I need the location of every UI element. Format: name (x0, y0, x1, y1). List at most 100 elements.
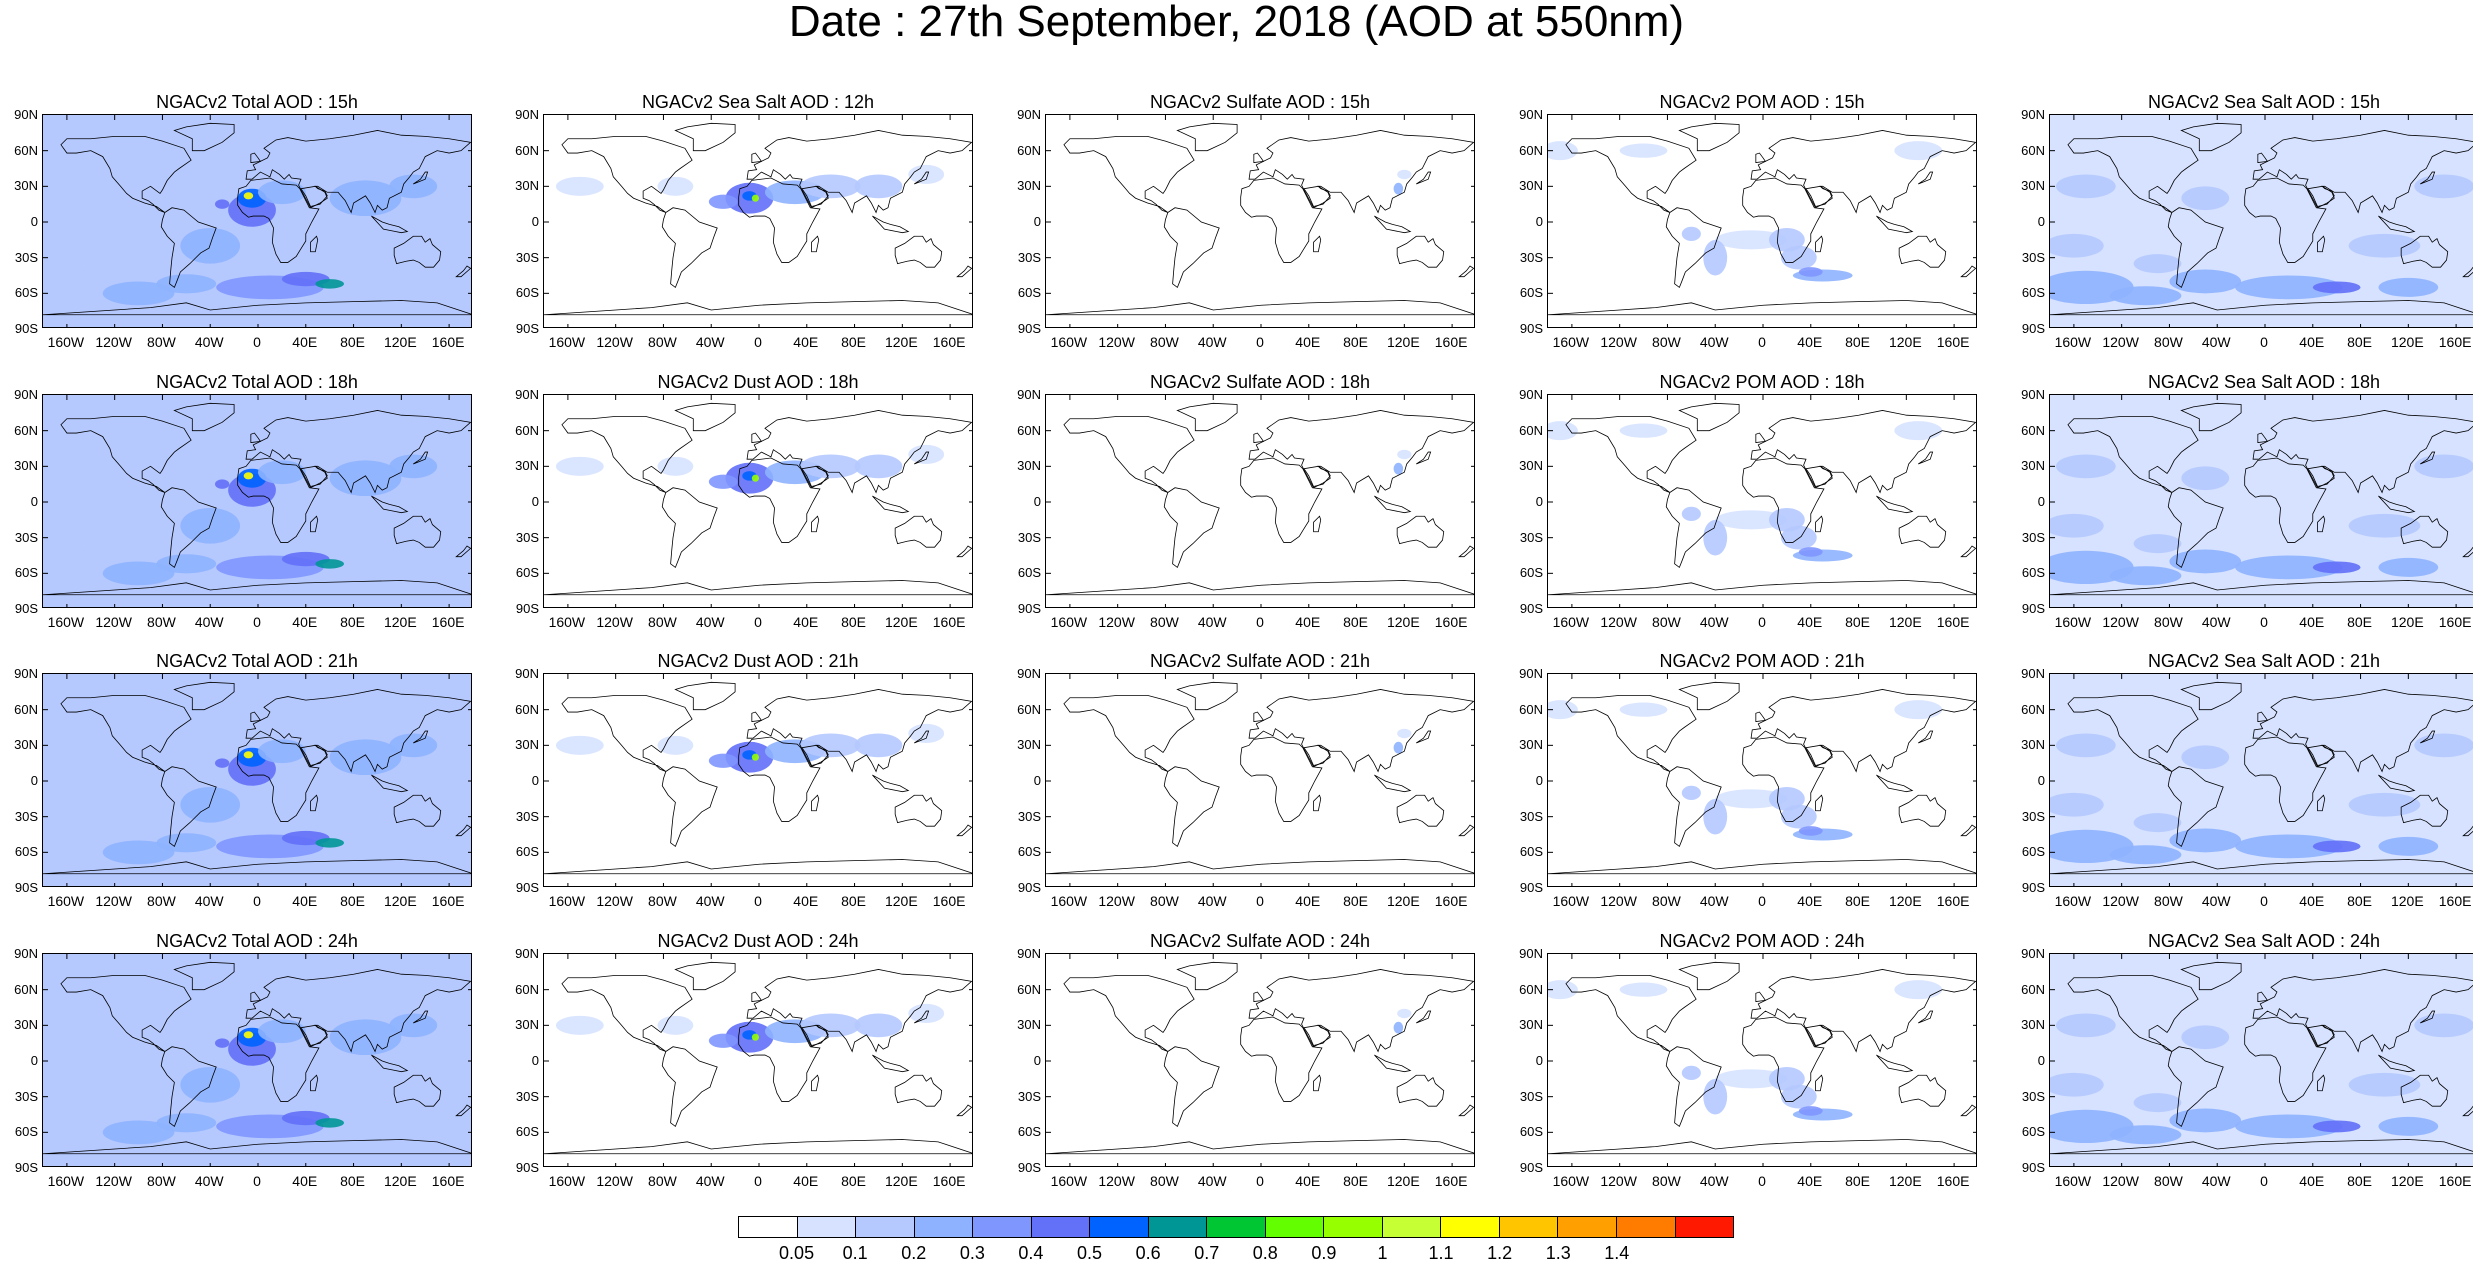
coastline-greenland (674, 122, 736, 152)
lon-label: 40W (194, 893, 224, 909)
lat-label: 90S (14, 321, 38, 336)
lat-label: 30N (14, 1017, 38, 1033)
coastline-japan (413, 1010, 429, 1024)
aod-plume (1798, 267, 1823, 277)
coastline-madagascar (1313, 794, 1322, 812)
coastline-north-america (561, 415, 693, 493)
aod-plume (1715, 230, 1787, 250)
panel-title: NGACv2 Sea Salt AOD : 12h (641, 92, 875, 112)
lon-label: 120E (1386, 334, 1420, 350)
panel-title: NGACv2 Sulfate AOD : 24h (1149, 931, 1371, 951)
coastline-africa (2244, 177, 2327, 263)
coastline-japan (914, 451, 930, 465)
coastline-greenland (1176, 402, 1238, 432)
coastline-greenland (2180, 122, 2242, 152)
colorbar-swatch (797, 1217, 857, 1237)
lon-label: 160W (2054, 893, 2092, 909)
lat-label: 60N (1519, 422, 1543, 438)
map-svg (2050, 395, 2473, 607)
lon-label: 80W (147, 334, 176, 350)
coastline-antarctica (43, 859, 471, 875)
map-panel: NGACv2 Dust AOD : 24h 90N 60N 30N 0 30S 60S 90S… (513, 931, 1013, 1193)
aod-plume (2133, 534, 2182, 554)
aod-background-field (1046, 674, 1474, 886)
aod-plume (2181, 745, 2230, 770)
colorbar-label: 0.4 (1018, 1243, 1044, 1263)
coastline-eurasia (2252, 689, 2473, 773)
lat-label: 60S (1519, 565, 1543, 581)
aod-plume (2050, 513, 2104, 538)
lon-label: 120W (596, 1173, 633, 1189)
lon-label: 160E (2438, 334, 2472, 350)
coastline-japan (914, 171, 930, 185)
lon-label: 120W (2102, 893, 2139, 909)
coastline-south-america (1163, 766, 1220, 848)
coastline-madagascar (1815, 1074, 1824, 1092)
coastline-africa (1742, 736, 1825, 822)
lon-label: 160W (548, 334, 586, 350)
lon-label: 120W (596, 614, 633, 630)
aod-plume (2312, 1120, 2361, 1133)
lat-label: 30N (1017, 1017, 1041, 1033)
aod-plume (2050, 792, 2104, 817)
colorbar-swatch (1382, 1217, 1442, 1237)
coastline-antarctica (2050, 300, 2473, 316)
coastline-eurasia (1750, 410, 1976, 494)
lon-label: 120W (596, 334, 633, 350)
lon-label: 160W (47, 893, 85, 909)
panel-title: NGACv2 Sea Salt AOD : 24h (2147, 931, 2381, 951)
map-panel: NGACv2 Sulfate AOD : 18h 90N 60N 30N 0 30S 60S… (1015, 372, 1515, 634)
lon-label: 160E (2438, 1173, 2472, 1189)
coastline-indonesia (2378, 774, 2416, 793)
lon-label: 160W (1552, 334, 1590, 350)
lon-label: 40E (1797, 334, 1823, 350)
lon-label: 120W (2102, 334, 2139, 350)
colorbar-swatch (1031, 1217, 1091, 1237)
aod-plume (215, 479, 230, 489)
aod-plume (2055, 1013, 2116, 1038)
lon-label: 120E (884, 614, 918, 630)
panel-title: NGACv2 Dust AOD : 18h (657, 372, 859, 392)
coastline-indonesia (371, 215, 409, 234)
coastline-antarctica (1046, 300, 1474, 316)
coastline-greenland (1678, 402, 1740, 432)
coastline-south-america (1665, 1046, 1722, 1128)
lat-label: 30S (14, 1088, 38, 1104)
coastline-eurasia (245, 689, 471, 773)
coastline-new-zealand (1960, 824, 1976, 837)
lat-label: 90N (2021, 666, 2045, 681)
coastline-new-zealand (1960, 1104, 1976, 1117)
coastline-uk (1253, 711, 1265, 723)
lat-label: 90S (2021, 601, 2045, 616)
panel-title: NGACv2 Sulfate AOD : 15h (1149, 92, 1371, 112)
colorbar-swatch (1324, 1217, 1383, 1237)
coastline-arabia (801, 744, 829, 767)
coastline-indonesia (1876, 495, 1914, 514)
figure-title: Date : 27th September, 2018 (AOD at 550n… (788, 0, 1685, 46)
map-frame (2049, 953, 2473, 1167)
aod-plume (1798, 1106, 1823, 1116)
lat-label: 90S (515, 601, 539, 616)
lon-label: 0 (1758, 1173, 1766, 1189)
lat-label: 30N (2021, 1017, 2045, 1033)
lat-label: 60N (2021, 981, 2045, 997)
lon-label: 160W (2054, 1173, 2092, 1189)
aod-plume (1548, 141, 1578, 161)
aod-plume (2109, 566, 2182, 586)
lat-label: 0 (1033, 773, 1041, 788)
aod-plume (329, 1019, 402, 1056)
coastline-indonesia (371, 495, 409, 514)
lon-label: 120E (2390, 1173, 2424, 1189)
colorbar-swatch (1558, 1217, 1617, 1237)
aod-plume (162, 731, 211, 760)
map-svg (1548, 395, 1976, 607)
map-frame (42, 114, 472, 328)
map-svg (43, 395, 471, 607)
coastline-madagascar (1313, 1074, 1322, 1092)
lat-label: 60S (1519, 844, 1543, 860)
lon-label: 40E (2299, 614, 2325, 630)
lon-label: 160W (1050, 334, 1088, 350)
lon-label: 160W (47, 334, 85, 350)
aod-plume (2312, 281, 2361, 294)
lon-label: 0 (754, 614, 762, 630)
